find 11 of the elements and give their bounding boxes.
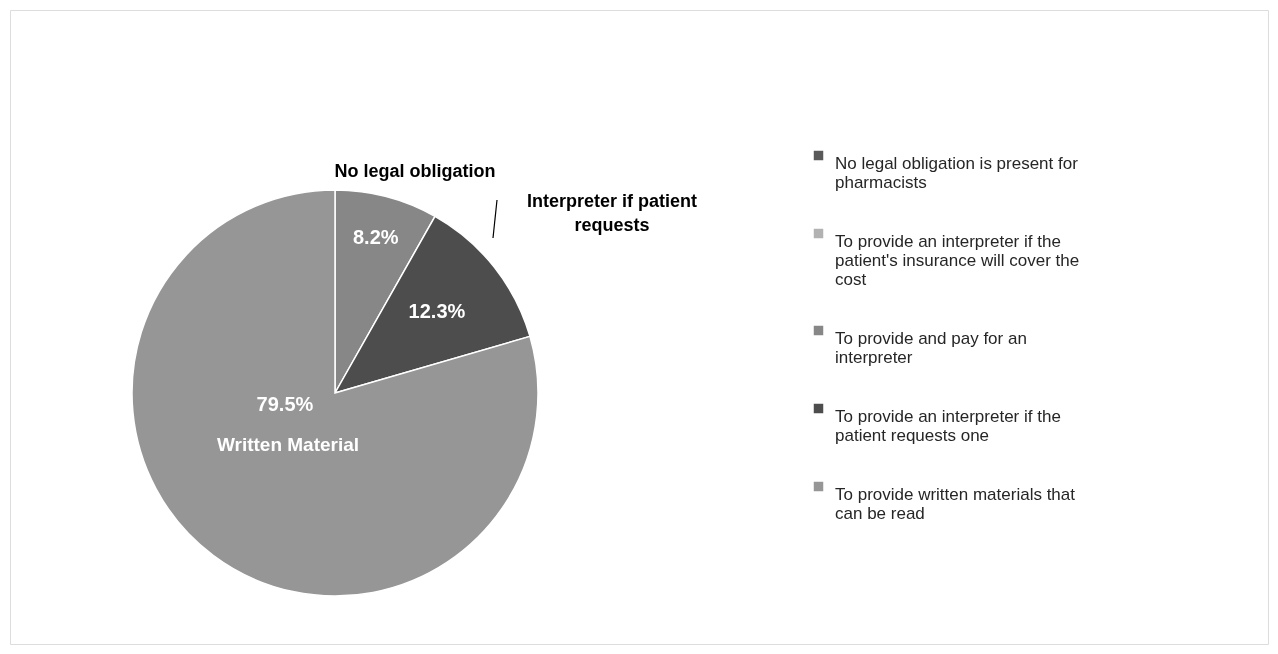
text: No legal obligation [334,161,496,181]
legend-label: To provide an interpreter if the patient's insurance will cover the cost [835,231,1080,289]
data-label: 8.2% [352,226,399,249]
data-label: 79.5% [256,392,314,415]
legend-label: To provide and pay for an interpreter [835,328,1027,367]
legend-label: To provide written materials that can be read [835,484,1076,523]
text: Interpreter if patient requests [526,191,698,235]
data-label: 12.3% [408,300,466,323]
legend-label: No legal obligation is present for pharmacists [835,153,1079,192]
legend-label: To provide an interpreter if the patient requests one [835,406,1061,445]
text: Written Material [216,434,360,455]
